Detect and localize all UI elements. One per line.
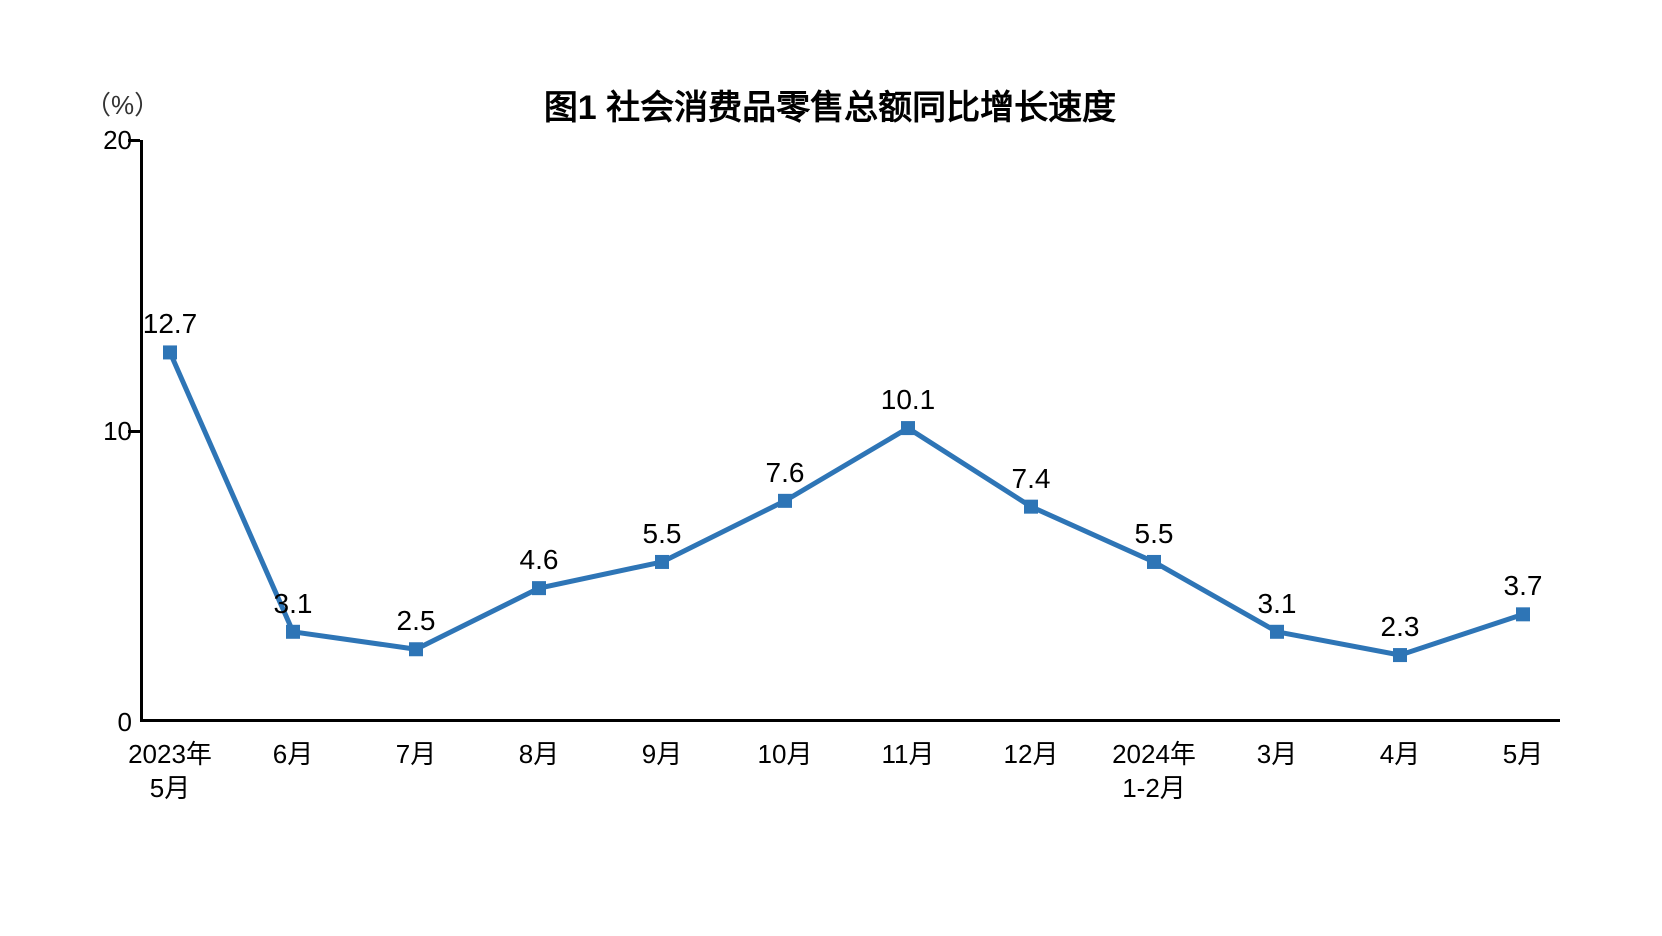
data-marker	[286, 625, 300, 639]
y-tick-mark	[128, 139, 140, 142]
y-tick-mark	[128, 430, 140, 433]
x-tick-label: 2023年 5月	[100, 738, 240, 806]
data-label: 3.1	[1258, 588, 1297, 620]
data-label: 7.4	[1012, 463, 1051, 495]
data-marker	[1147, 555, 1161, 569]
x-tick-label: 3月	[1207, 738, 1347, 772]
data-label: 12.7	[143, 308, 198, 340]
y-tick-label: 0	[82, 707, 132, 738]
series-line	[170, 352, 1523, 655]
data-label: 4.6	[520, 544, 559, 576]
data-label: 7.6	[766, 457, 805, 489]
data-label: 3.1	[274, 588, 313, 620]
x-tick-label: 12月	[961, 738, 1101, 772]
data-label: 3.7	[1504, 570, 1543, 602]
chart-container: （%） 图1 社会消费品零售总额同比增长速度 010202023年 5月6月7月…	[80, 60, 1580, 880]
x-tick-label: 6月	[223, 738, 363, 772]
data-label: 10.1	[881, 384, 936, 416]
x-tick-label: 10月	[715, 738, 855, 772]
data-marker	[901, 421, 915, 435]
y-tick-label: 10	[82, 416, 132, 447]
data-marker	[163, 345, 177, 359]
data-marker	[532, 581, 546, 595]
y-tick-label: 20	[82, 125, 132, 156]
data-marker	[1270, 625, 1284, 639]
data-marker	[409, 642, 423, 656]
data-label: 5.5	[1135, 518, 1174, 550]
x-tick-label: 9月	[592, 738, 732, 772]
x-tick-label: 2024年 1-2月	[1084, 738, 1224, 806]
data-label: 5.5	[643, 518, 682, 550]
x-tick-label: 5月	[1453, 738, 1593, 772]
data-marker	[1516, 607, 1530, 621]
data-marker	[655, 555, 669, 569]
x-tick-label: 8月	[469, 738, 609, 772]
data-marker	[778, 494, 792, 508]
line-series	[80, 60, 1600, 762]
x-tick-label: 7月	[346, 738, 486, 772]
x-tick-label: 11月	[838, 738, 978, 772]
data-marker	[1024, 500, 1038, 514]
data-marker	[1393, 648, 1407, 662]
x-tick-label: 4月	[1330, 738, 1470, 772]
data-label: 2.5	[397, 605, 436, 637]
data-label: 2.3	[1381, 611, 1420, 643]
